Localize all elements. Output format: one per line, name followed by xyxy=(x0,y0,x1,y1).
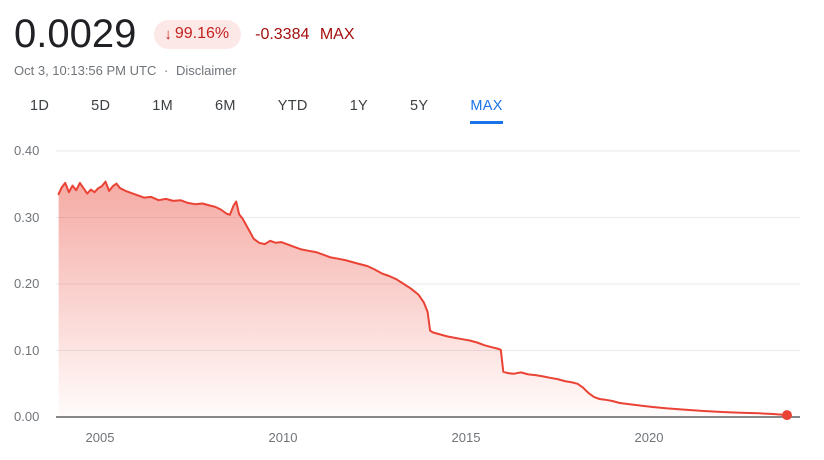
y-axis-tick-label: 0.30 xyxy=(14,209,40,225)
change-absolute: -0.3384 MAX xyxy=(255,26,354,44)
price-chart: 0.00 0.10 0.20 0.30 0.40 2005 2010 2015 2020 xyxy=(0,138,824,460)
tab-1m[interactable]: 1M xyxy=(152,92,173,124)
meta-separator: · xyxy=(163,63,169,78)
tab-1y[interactable]: 1Y xyxy=(350,92,368,124)
x-axis-tick-label: 2020 xyxy=(634,430,664,445)
tab-max[interactable]: MAX xyxy=(470,92,503,124)
y-axis-tick-label: 0.40 xyxy=(14,143,40,158)
area-fill xyxy=(58,181,788,417)
quote-header: 0.0029 ↓ 99.16% -0.3384 MAX Oct 3, 10:13… xyxy=(0,0,824,78)
tab-5y[interactable]: 5Y xyxy=(410,92,428,124)
y-axis-tick-label: 0.00 xyxy=(14,409,40,424)
change-percent-value: 99.16% xyxy=(174,25,230,42)
range-tabs: 1D 5D 1M 6M YTD 1Y 5Y MAX xyxy=(0,92,824,124)
change-percent-badge: ↓ 99.16% xyxy=(154,20,242,49)
x-axis-tick-label: 2010 xyxy=(268,430,298,445)
tab-5d[interactable]: 5D xyxy=(91,92,110,124)
price-chart-svg[interactable] xyxy=(56,138,800,438)
quote-timestamp: Oct 3, 10:13:56 PM UTC xyxy=(14,63,157,78)
change-absolute-value: -0.3384 xyxy=(255,25,310,43)
price-row: 0.0029 ↓ 99.16% -0.3384 MAX xyxy=(14,12,824,57)
tab-ytd[interactable]: YTD xyxy=(278,92,308,124)
tab-6m[interactable]: 6M xyxy=(215,92,236,124)
y-axis-tick-label: 0.10 xyxy=(14,342,40,358)
quote-meta: Oct 3, 10:13:56 PM UTC · Disclaimer xyxy=(14,63,824,78)
x-axis-tick-label: 2015 xyxy=(451,430,481,445)
price-line xyxy=(57,180,788,417)
down-arrow-icon: ↓ xyxy=(164,25,172,43)
y-axis-tick-label: 0.20 xyxy=(14,276,40,291)
change-period-label: MAX xyxy=(319,25,355,43)
x-axis-tick-label: 2005 xyxy=(85,430,115,445)
tab-1d[interactable]: 1D xyxy=(30,92,49,124)
current-price: 0.0029 xyxy=(14,12,137,56)
latest-price-dot xyxy=(782,410,792,421)
disclaimer-link[interactable]: Disclaimer xyxy=(175,63,237,78)
